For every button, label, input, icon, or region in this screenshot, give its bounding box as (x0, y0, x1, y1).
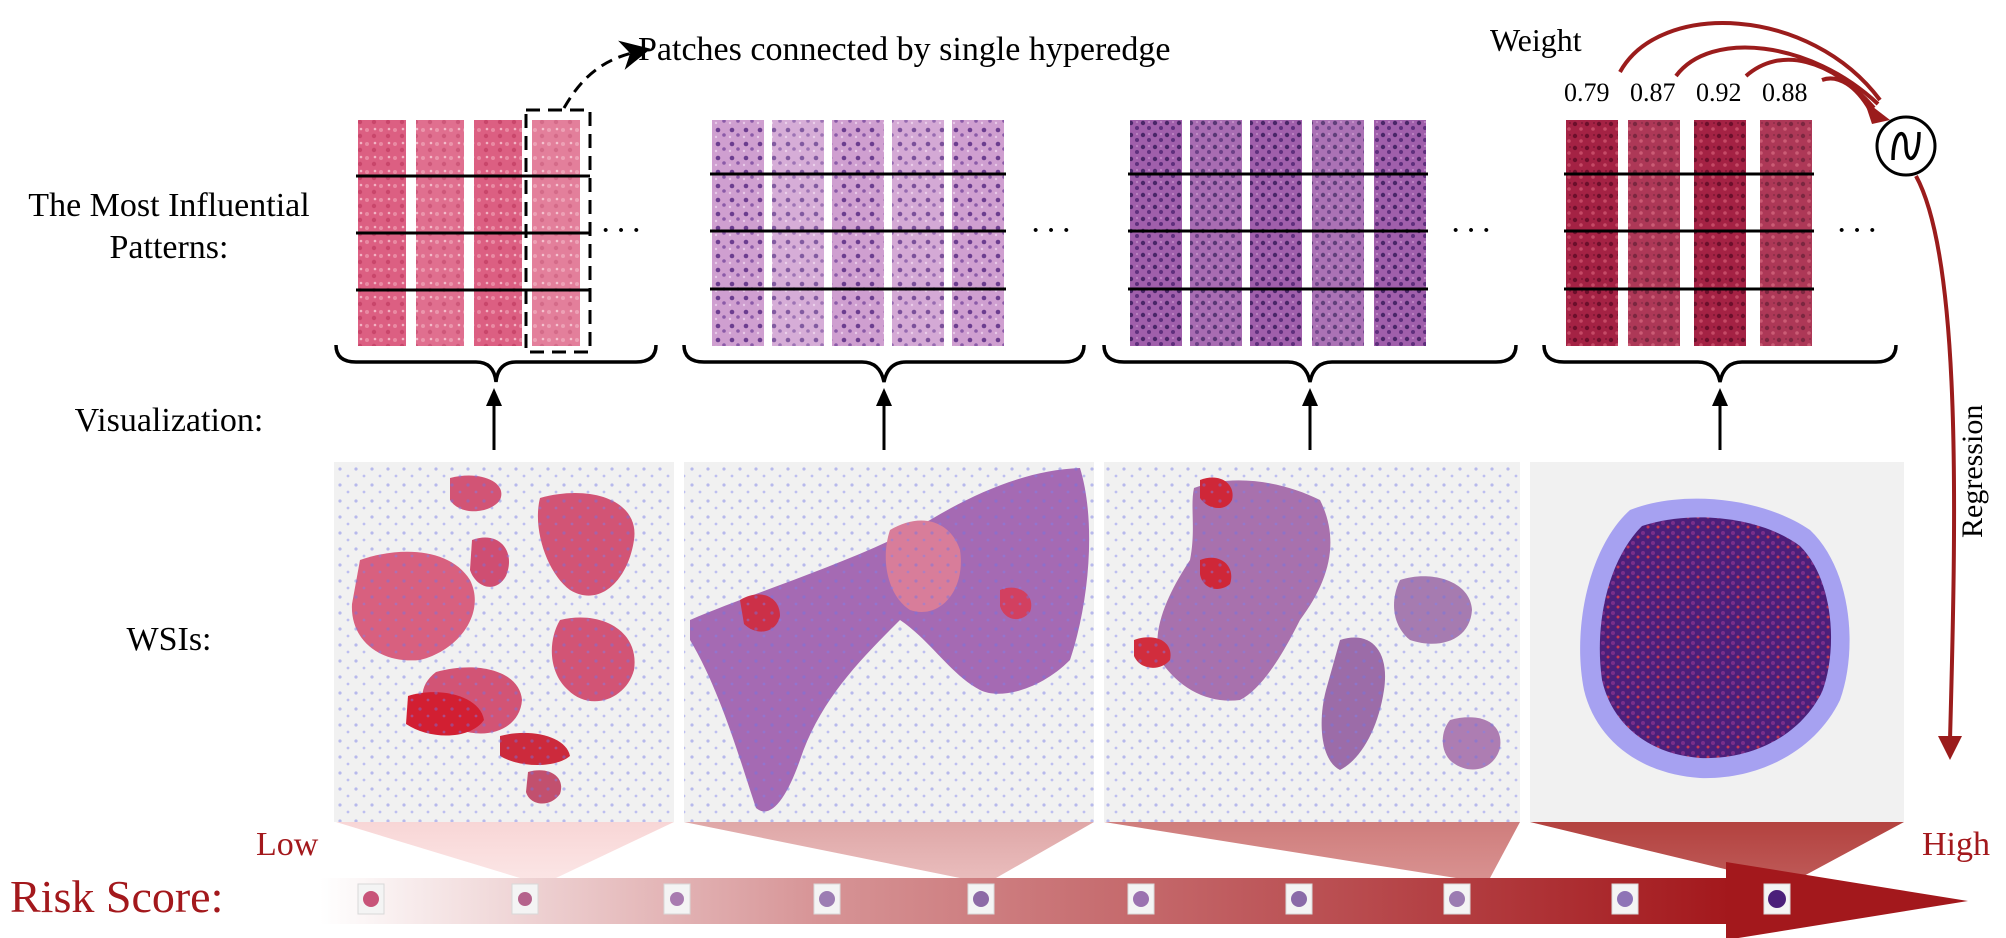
regression-label: Regression (1956, 404, 1989, 538)
ellipsis-3: ··· (1450, 212, 1496, 249)
patch-group-2 (710, 120, 1006, 346)
dashed-arrow-icon (562, 40, 651, 109)
influential-label-line2: Patterns: (109, 229, 229, 266)
influential-label-line1: The Most Influential (28, 187, 310, 224)
wsi-panel-4 (1530, 462, 1904, 822)
risk-score-arrow (320, 862, 1968, 938)
funnel-2 (684, 822, 1094, 878)
visualization-label: Visualization: (74, 402, 264, 439)
wsi-panel-1 (334, 462, 674, 822)
wsi-panel-3 (1104, 462, 1520, 822)
up-arrow-icon (486, 388, 1728, 450)
patches-note: Patches connected by single hyperedge (638, 31, 1171, 68)
risk-score-label: Risk Score: (10, 871, 224, 922)
braces (334, 344, 1898, 383)
hyperedge-dashed-box (524, 108, 592, 354)
wsis-label: WSIs: (126, 621, 212, 658)
funnel-3 (1104, 822, 1520, 878)
funnel-1 (336, 822, 674, 878)
weight-label: Weight (1490, 22, 1582, 58)
ellipsis-4: ··· (1836, 212, 1882, 249)
risk-thumbnails (357, 883, 1791, 915)
patch-group-3 (1128, 120, 1428, 346)
weight-arrowhead (1864, 100, 1890, 124)
risk-low-label: Low (256, 826, 319, 863)
regression-arrowhead (1938, 736, 1962, 760)
funnel-4 (1530, 822, 1904, 878)
curved-arrow-icon (1618, 21, 1882, 112)
weight-value: 0.92 (1696, 78, 1742, 107)
wsi-panel-2 (684, 462, 1094, 822)
patch-group-1 (356, 108, 592, 354)
ellipsis-1: ··· (600, 212, 646, 249)
ellipsis-2: ··· (1030, 212, 1076, 249)
weight-value: 0.88 (1762, 78, 1808, 107)
weight-value: 0.87 (1630, 78, 1676, 107)
weight-value: 0.79 (1564, 78, 1610, 107)
summation-node-icon (1875, 115, 1937, 177)
risk-high-label: High (1922, 826, 1990, 863)
regression-arrow (1914, 175, 1957, 741)
patch-group-4 (1564, 120, 1814, 346)
